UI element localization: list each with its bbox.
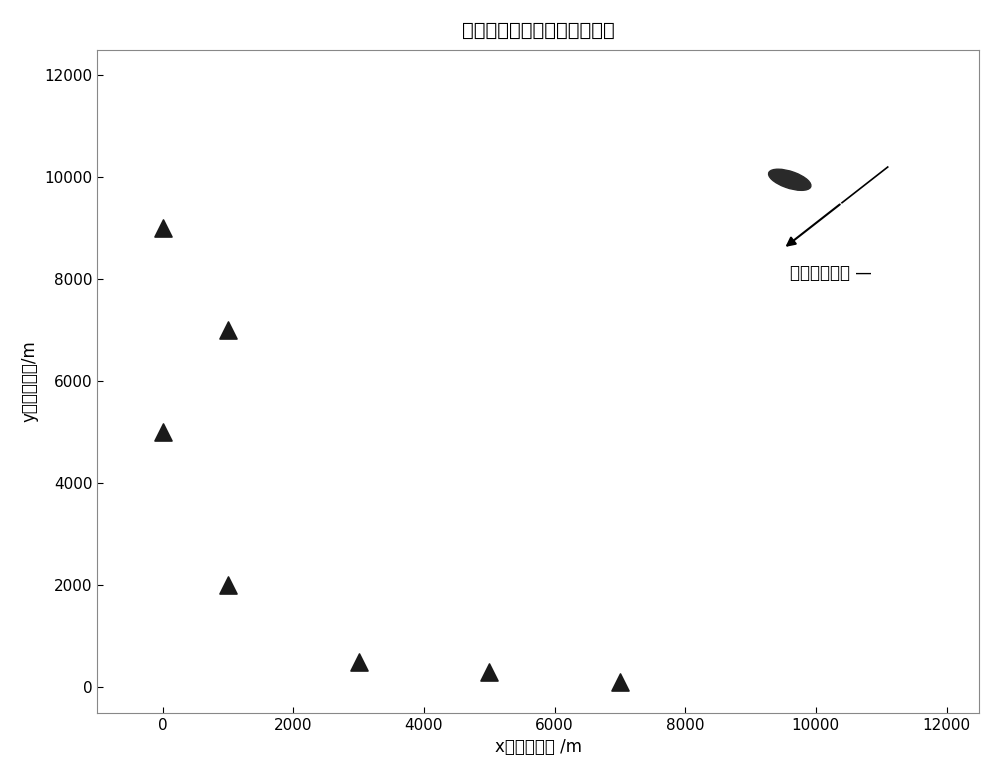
Ellipse shape: [769, 169, 811, 190]
Y-axis label: y轴方向位置/m: y轴方向位置/m: [21, 340, 39, 422]
Point: [481, 666, 497, 678]
Point: [155, 222, 171, 235]
Point: [351, 656, 367, 668]
Title: 雷达位置和目标运动过程轨迹: 雷达位置和目标运动过程轨迹: [462, 21, 615, 40]
Point: [612, 676, 628, 688]
X-axis label: x轴方向位置 /m: x轴方向位置 /m: [495, 738, 582, 756]
Point: [220, 579, 236, 591]
Text: 目标运动轨迹 —: 目标运动轨迹 —: [790, 264, 872, 282]
Point: [155, 426, 171, 438]
Point: [220, 324, 236, 336]
